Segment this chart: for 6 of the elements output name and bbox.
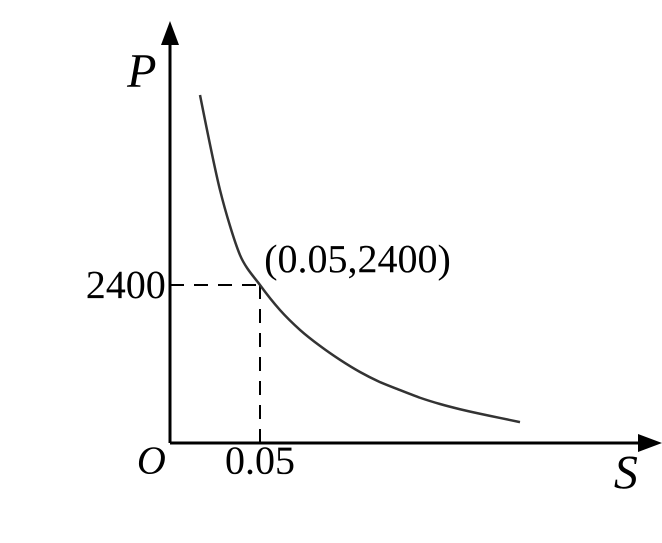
text: O bbox=[138, 447, 165, 474]
text: 0.05 bbox=[226, 447, 294, 474]
x-axis-title: S bbox=[614, 456, 638, 489]
annotation: (0.05,2400) bbox=[266, 244, 450, 281]
y-axis-title: P bbox=[126, 55, 156, 87]
text: 2400 bbox=[88, 272, 164, 298]
